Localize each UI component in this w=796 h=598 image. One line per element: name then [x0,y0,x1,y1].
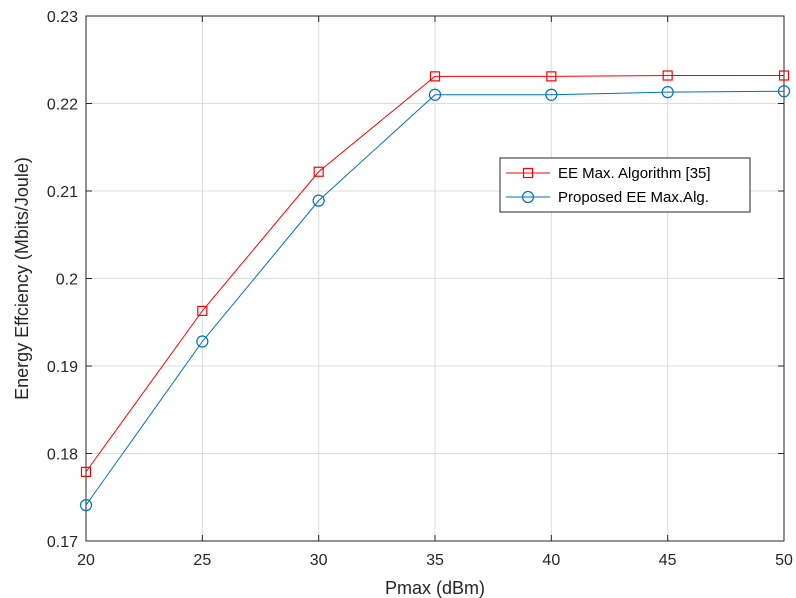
series-layer [79,70,791,512]
x-tick-label: 50 [775,552,793,569]
legend-item: Proposed EE Max.Alg. [506,189,709,206]
axis-ticks: 20 25 30 35 40 45 50 0.17 0.18 0.19 0.2 0.21 0.22 0.2… [47,9,793,569]
legend-marker [522,167,534,179]
x-axis-label: Pmax (dBm) [385,578,485,598]
series-2-point [79,499,93,512]
y-tick-label: 0.19 [47,359,78,376]
y-tick-label: 0.2 [56,272,78,289]
y-axis-label: Energy Effciency (Mbits/Joule) [12,157,32,400]
series-1-point [80,466,92,477]
x-tick-label: 20 [77,552,95,569]
series-2-point [545,88,558,101]
series-2-point [661,86,674,99]
series-1 [80,70,790,477]
series-2-point [196,335,209,348]
legend-label: EE Max. Algorithm [35] [558,165,711,182]
legend-label: Proposed EE Max.Alg. [558,189,709,206]
series-1-point [778,70,790,81]
x-tick-label: 40 [542,552,560,569]
x-tick-label: 25 [193,552,211,569]
series-1-point [662,70,673,81]
series-1-point [429,71,441,82]
series-2-point [777,85,791,98]
legend-item: EE Max. Algorithm [35] [506,165,711,182]
series-2-point [428,88,442,101]
y-tick-label: 0.23 [47,9,78,26]
y-tick-label: 0.17 [47,534,78,551]
series-2-point [312,194,325,207]
legend-box [499,157,751,213]
x-tick-label: 35 [426,552,444,569]
series-1-point [546,71,557,82]
series-1-line [85,75,784,473]
x-tick-label: 45 [659,552,677,569]
legend: EE Max. Algorithm [35] Proposed EE Max.Al… [499,157,751,213]
x-tick-label: 30 [310,552,328,569]
y-tick-label: 0.21 [47,184,78,201]
series-2 [79,85,791,512]
y-tick-label: 0.22 [47,97,78,114]
y-tick-label: 0.18 [47,447,78,464]
series-1-point [197,305,208,316]
series-2-line [85,90,785,506]
legend-marker [521,190,535,204]
series-1-point [313,166,324,177]
